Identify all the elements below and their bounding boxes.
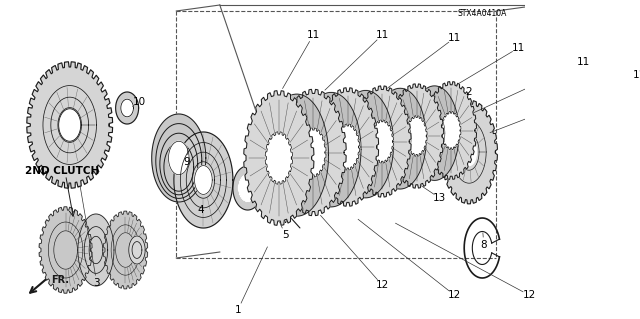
Polygon shape bbox=[374, 88, 426, 189]
Polygon shape bbox=[441, 100, 497, 204]
Polygon shape bbox=[300, 128, 326, 177]
Text: 11: 11 bbox=[376, 30, 388, 40]
Polygon shape bbox=[371, 120, 394, 163]
Text: 10: 10 bbox=[133, 97, 146, 107]
Polygon shape bbox=[284, 130, 310, 181]
Polygon shape bbox=[244, 91, 314, 225]
Polygon shape bbox=[406, 116, 428, 156]
Polygon shape bbox=[104, 211, 148, 289]
Text: 5: 5 bbox=[282, 230, 289, 240]
Polygon shape bbox=[233, 166, 262, 210]
Polygon shape bbox=[259, 184, 280, 216]
Polygon shape bbox=[265, 94, 328, 216]
Text: 2ND CLUTCH: 2ND CLUTCH bbox=[25, 166, 99, 176]
Text: 11: 11 bbox=[512, 43, 525, 53]
Polygon shape bbox=[353, 86, 411, 197]
Polygon shape bbox=[301, 93, 361, 207]
Polygon shape bbox=[389, 117, 411, 160]
Polygon shape bbox=[263, 191, 275, 209]
Text: 11: 11 bbox=[307, 30, 320, 40]
Polygon shape bbox=[27, 62, 113, 188]
Text: 1: 1 bbox=[234, 305, 241, 315]
Text: 9: 9 bbox=[184, 157, 190, 167]
Polygon shape bbox=[195, 166, 212, 194]
Text: 6: 6 bbox=[266, 200, 272, 210]
Polygon shape bbox=[116, 92, 139, 124]
Polygon shape bbox=[317, 88, 379, 206]
Text: FR.: FR. bbox=[51, 275, 69, 285]
Polygon shape bbox=[174, 132, 233, 228]
Text: 13: 13 bbox=[307, 187, 320, 197]
Polygon shape bbox=[338, 91, 394, 198]
Polygon shape bbox=[390, 84, 444, 188]
Polygon shape bbox=[121, 99, 133, 117]
Polygon shape bbox=[168, 141, 189, 175]
Polygon shape bbox=[410, 86, 459, 180]
Polygon shape bbox=[129, 236, 145, 264]
Text: 12: 12 bbox=[448, 290, 461, 300]
Text: 13: 13 bbox=[433, 193, 446, 203]
Polygon shape bbox=[319, 126, 344, 174]
Text: 11: 11 bbox=[448, 33, 461, 43]
Text: 2: 2 bbox=[465, 87, 472, 97]
Text: 12: 12 bbox=[376, 280, 388, 290]
Text: 12: 12 bbox=[522, 290, 536, 300]
Polygon shape bbox=[265, 132, 292, 184]
Polygon shape bbox=[280, 89, 346, 216]
Polygon shape bbox=[426, 82, 477, 179]
Polygon shape bbox=[78, 214, 114, 286]
Polygon shape bbox=[39, 207, 92, 293]
Text: 8: 8 bbox=[481, 240, 487, 250]
Polygon shape bbox=[441, 111, 461, 150]
Text: 11: 11 bbox=[633, 70, 640, 80]
Ellipse shape bbox=[59, 109, 81, 141]
Text: 13: 13 bbox=[371, 187, 384, 197]
Polygon shape bbox=[336, 124, 360, 170]
Polygon shape bbox=[152, 114, 206, 202]
Text: 11: 11 bbox=[577, 57, 591, 67]
Polygon shape bbox=[461, 138, 476, 166]
Text: 4: 4 bbox=[198, 205, 204, 215]
Text: 3: 3 bbox=[93, 278, 100, 288]
Text: STX4A0410A: STX4A0410A bbox=[457, 9, 506, 18]
Polygon shape bbox=[239, 174, 257, 202]
Polygon shape bbox=[424, 113, 445, 153]
Text: 7: 7 bbox=[282, 215, 289, 225]
Polygon shape bbox=[354, 122, 378, 167]
